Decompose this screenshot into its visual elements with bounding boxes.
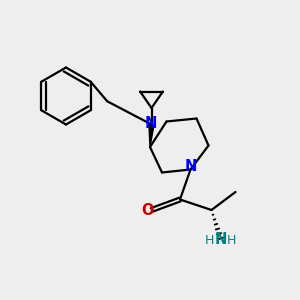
Text: N: N — [214, 232, 227, 247]
Text: H: H — [227, 233, 237, 247]
Text: N: N — [184, 159, 197, 174]
Polygon shape — [149, 124, 154, 147]
Text: H: H — [204, 233, 214, 247]
Text: O: O — [142, 203, 154, 218]
Text: N: N — [145, 116, 157, 131]
